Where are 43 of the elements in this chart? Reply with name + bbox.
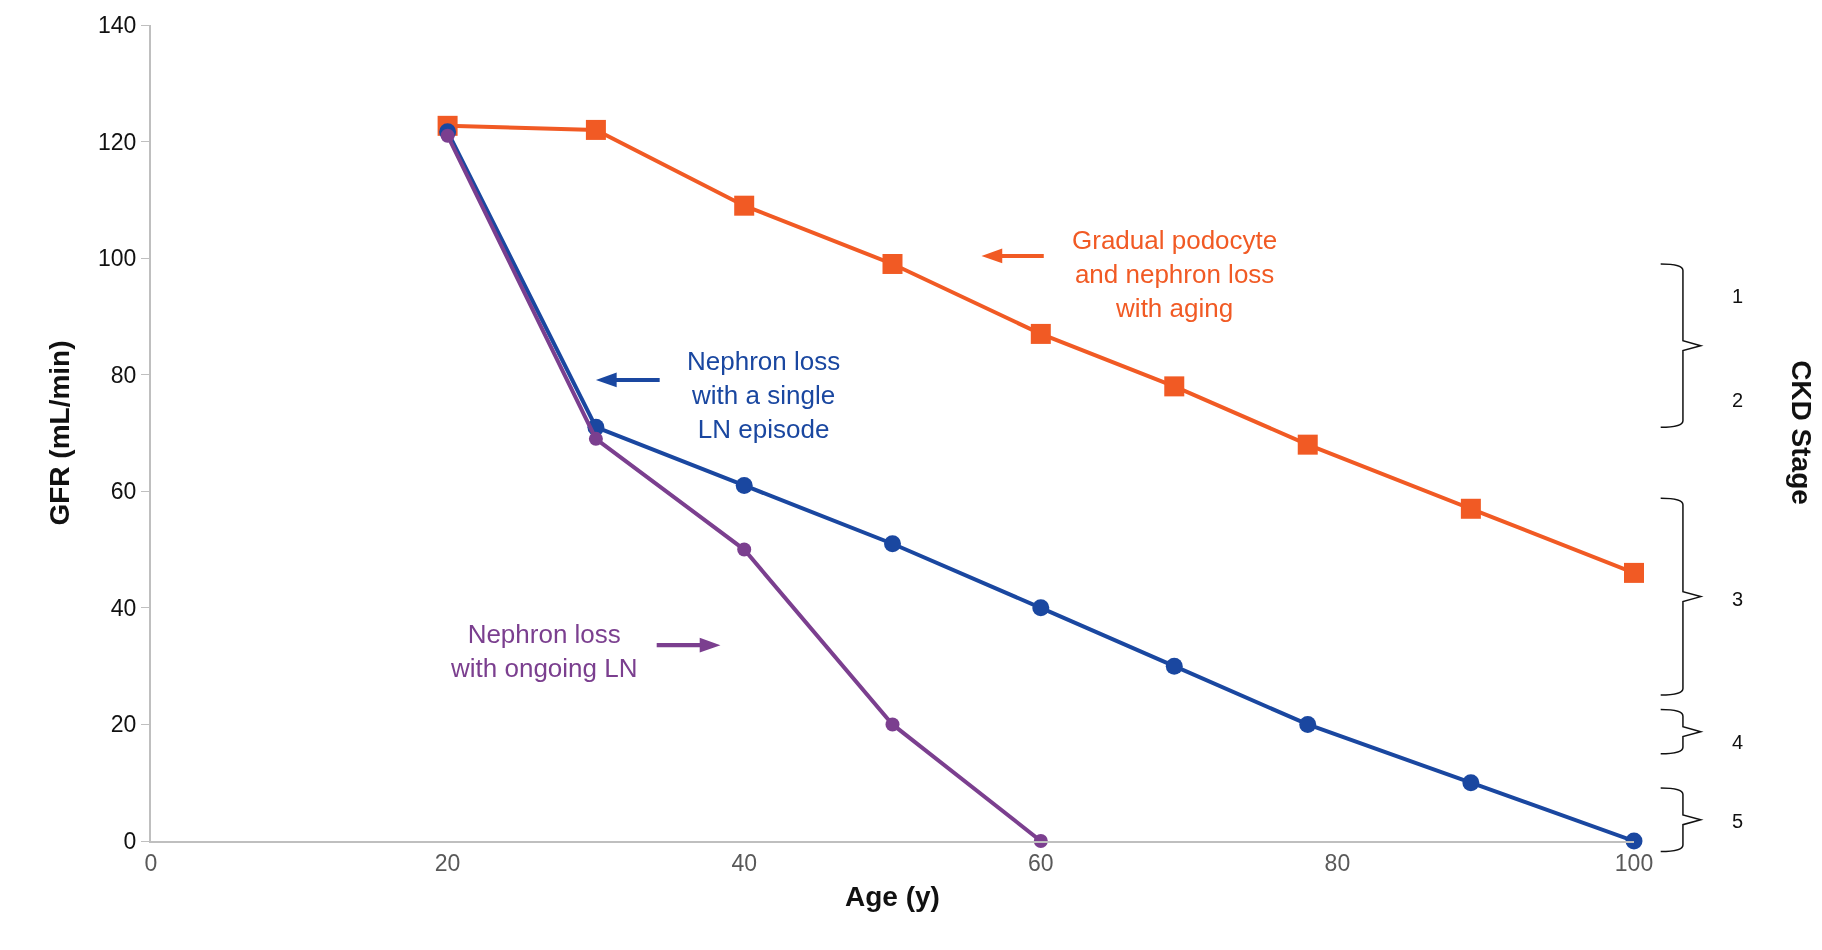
- point: [734, 195, 755, 216]
- x-tick-label: 60: [1028, 849, 1054, 876]
- y-tick-label: 20: [110, 711, 137, 738]
- x-axis-title: Age (y): [845, 881, 940, 913]
- y-tick-label: 140: [98, 12, 137, 39]
- point: [1297, 434, 1318, 455]
- y-tick-label: 120: [98, 128, 137, 155]
- point: [585, 119, 606, 140]
- text: 2: [1732, 389, 1744, 411]
- point: [882, 253, 903, 274]
- x-tick-label: 100: [1614, 849, 1654, 876]
- annotation: Nephron loss with ongoing LN: [450, 619, 638, 683]
- x-tick-label: 40: [731, 849, 757, 876]
- annotation: Nephron loss with a single LN episode: [687, 346, 841, 444]
- point: [885, 717, 900, 732]
- y-tick-label: 100: [98, 245, 137, 272]
- y-tick-label: 40: [110, 594, 137, 621]
- text: 5: [1732, 810, 1744, 832]
- point: [737, 542, 752, 557]
- y-axis-title: GFR (mL/min): [44, 340, 76, 526]
- text: CKD Stage: [1785, 360, 1817, 505]
- x-tick-label: 20: [434, 849, 461, 876]
- point: [1165, 657, 1183, 675]
- point: [1624, 562, 1644, 583]
- point: [1462, 774, 1480, 792]
- text: 3: [1732, 588, 1744, 610]
- point: [884, 535, 901, 553]
- text: 1: [1732, 285, 1744, 307]
- point: [1299, 715, 1317, 733]
- y-tick-label: 80: [110, 361, 137, 388]
- text: 4: [1732, 731, 1744, 753]
- point: [588, 431, 603, 446]
- point: [440, 128, 455, 143]
- y-tick-label: 0: [123, 828, 137, 855]
- y-tick-label: 60: [110, 478, 137, 505]
- point: [1030, 323, 1051, 344]
- x-tick-label: 0: [144, 849, 158, 876]
- point: [1032, 599, 1050, 617]
- point: [1460, 498, 1481, 519]
- x-tick-label: 80: [1324, 849, 1351, 876]
- point: [735, 476, 753, 494]
- annotation: Gradual podocyte and nephron loss with aging: [1072, 225, 1278, 323]
- point: [1164, 376, 1185, 397]
